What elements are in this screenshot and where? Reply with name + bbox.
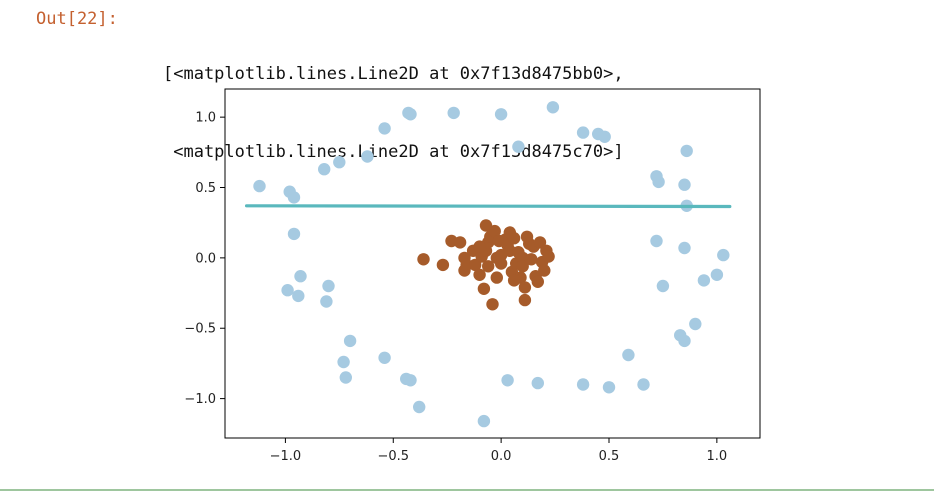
scatter-point — [680, 144, 693, 158]
scatter-point — [542, 250, 555, 263]
scatter-point — [473, 268, 486, 281]
output-prompt: Out[22]: — [36, 9, 118, 29]
scatter-point — [447, 106, 460, 120]
scatter-point — [320, 295, 333, 308]
scatter-point — [494, 248, 508, 262]
scatter-point — [576, 126, 590, 139]
y-tick-label: −0.5 — [184, 322, 216, 337]
scatter-point — [469, 258, 482, 272]
scatter-point — [678, 178, 691, 191]
scatter-point — [378, 122, 391, 135]
y-tick-label: 1.0 — [195, 111, 216, 126]
scatter-point — [652, 175, 665, 189]
scatter-point — [678, 334, 691, 348]
scatter-point — [413, 400, 426, 414]
y-tick-label: 0.5 — [195, 181, 216, 196]
scatter-series-2 — [417, 219, 555, 311]
scatter-point — [339, 371, 352, 384]
scatter-point — [404, 108, 417, 121]
scatter-point — [473, 240, 486, 253]
plot-area — [244, 101, 732, 428]
scatter-point — [486, 298, 499, 311]
x-tick-label: −0.5 — [377, 449, 409, 464]
scatter-point — [518, 281, 532, 294]
scatter-point — [490, 271, 503, 284]
y-tick-label: −1.0 — [184, 392, 216, 407]
scatter-point — [482, 260, 495, 273]
scatter-point — [518, 293, 532, 307]
scatter-series-1 — [253, 101, 730, 428]
scatter-point — [576, 378, 590, 391]
scatter-point — [292, 289, 305, 303]
scatter-point — [281, 284, 294, 297]
scatter-point — [598, 130, 611, 143]
x-tick-label: 1.0 — [707, 449, 728, 464]
scatter-point — [678, 241, 691, 255]
scatter-point — [460, 258, 473, 272]
x-tick-label: −1.0 — [270, 449, 302, 464]
axes-frame — [224, 88, 761, 439]
scatter-point — [602, 381, 616, 394]
output-line-1: [<matplotlib.lines.Line2D at 0x7f13d8475… — [163, 64, 624, 84]
scatter-point — [512, 140, 525, 153]
y-tick-label: 0.0 — [195, 251, 216, 266]
scatter-point — [501, 374, 514, 387]
scatter-point — [318, 163, 331, 176]
cell-bottom-border — [0, 489, 934, 491]
line2d-1 — [244, 204, 732, 209]
scatter-point — [622, 348, 635, 362]
scatter-point — [477, 282, 491, 295]
scatter-point — [503, 226, 516, 239]
scatter-point — [710, 268, 724, 281]
scatter-point — [697, 274, 711, 287]
output-text: [<matplotlib.lines.Line2D at 0x7f13d8475… — [163, 9, 624, 191]
scatter-point — [343, 334, 357, 348]
scatter-point — [337, 355, 350, 369]
scatter-point — [287, 191, 301, 204]
scatter-point — [650, 234, 663, 248]
scatter-point — [287, 227, 301, 241]
scatter-point — [477, 414, 491, 428]
scatter-point — [361, 150, 374, 163]
scatter-point — [294, 270, 307, 283]
scatter-point — [436, 258, 450, 272]
scatter-point — [400, 372, 413, 386]
scatter-point — [637, 378, 650, 391]
scatter-point — [453, 236, 467, 249]
scatter-point — [717, 248, 730, 262]
scatter-point — [333, 156, 346, 169]
scatter-point — [525, 253, 538, 266]
x-axis: −1.0 −0.5 0.0 0.5 1.0 — [270, 438, 728, 464]
scatter-point — [538, 264, 551, 277]
scatter-point — [546, 101, 560, 114]
scatter-point — [533, 236, 547, 249]
scatter-point — [656, 279, 670, 293]
scatter-point — [516, 260, 529, 273]
y-axis: 1.0 0.5 0.0 −0.5 −1.0 — [184, 111, 225, 407]
scatter-point — [507, 274, 521, 287]
scatter-point — [494, 108, 508, 121]
scatter-point — [531, 275, 544, 288]
scatter-point — [253, 179, 266, 193]
x-tick-label: 0.0 — [491, 449, 512, 464]
scatter-point — [322, 279, 335, 293]
scatter-point — [488, 224, 501, 238]
scatter-point — [689, 317, 702, 331]
scatter-point — [378, 351, 391, 364]
scatter-point — [417, 253, 430, 266]
scatter-point — [531, 376, 544, 390]
output-line-2: <matplotlib.lines.Line2D at 0x7f13d8475c… — [163, 142, 624, 162]
x-tick-label: 0.5 — [599, 449, 620, 464]
